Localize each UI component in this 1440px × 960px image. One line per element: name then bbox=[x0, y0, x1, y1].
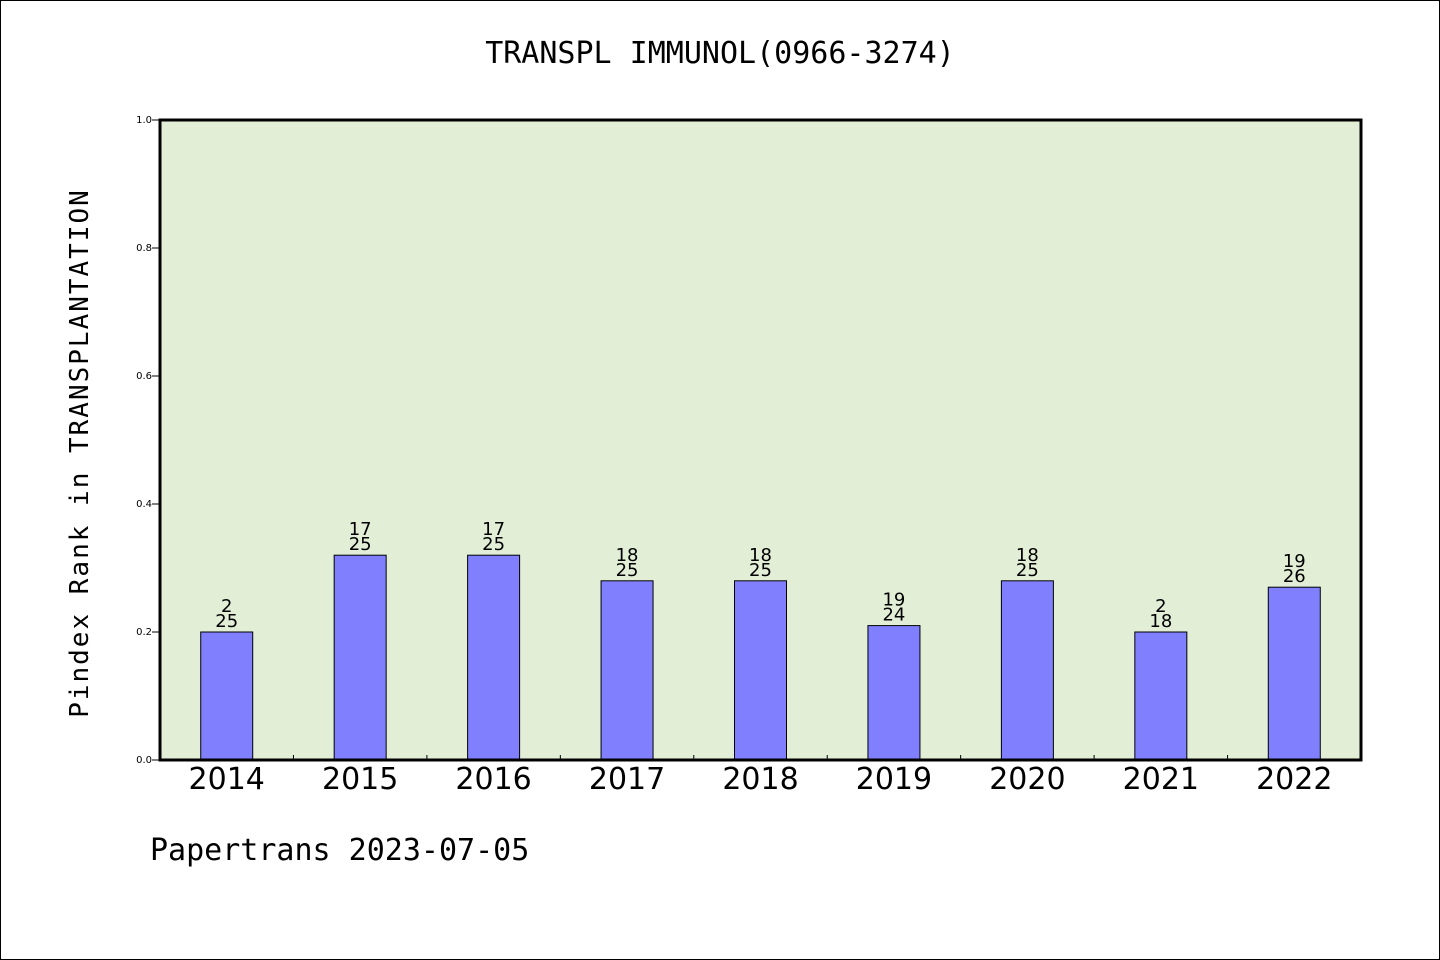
bar-label-top-2018: 18 bbox=[749, 545, 772, 566]
x-tick-label-2018: 2018 bbox=[722, 762, 798, 797]
bar-2022 bbox=[1267, 586, 1321, 761]
bar-label-top-2022: 19 bbox=[1283, 551, 1306, 572]
bar-label-bottom-2015: 25 bbox=[349, 534, 372, 555]
x-tick-label-2016: 2016 bbox=[455, 762, 531, 797]
y-tick-label-0.6: 0.6 bbox=[136, 371, 152, 382]
y-tick-label-0.4: 0.4 bbox=[136, 499, 152, 510]
bar-2016 bbox=[467, 554, 521, 761]
bar-label-bottom-2021: 18 bbox=[1149, 611, 1172, 632]
x-tick-label-2019: 2019 bbox=[856, 762, 932, 797]
y-tick-label-0.0: 0.0 bbox=[136, 755, 152, 766]
bar-2019 bbox=[867, 625, 921, 761]
x-tick-label-2022: 2022 bbox=[1256, 762, 1332, 797]
bar-label-bottom-2018: 25 bbox=[749, 560, 772, 581]
bar-2015 bbox=[333, 554, 387, 761]
bar-label-top-2021: 2 bbox=[1155, 596, 1166, 617]
bar-label-bottom-2014: 25 bbox=[215, 611, 238, 632]
chart-title: TRANSPL IMMUNOL(0966-3274) bbox=[485, 36, 955, 71]
bar-label-top-2017: 18 bbox=[616, 545, 639, 566]
plot-border bbox=[158, 118, 1363, 762]
y-tick-label-0.8: 0.8 bbox=[136, 243, 152, 254]
y-tick-label-1.0: 1.0 bbox=[136, 115, 152, 126]
x-tick-label-2021: 2021 bbox=[1123, 762, 1199, 797]
y-tick-label-0.2: 0.2 bbox=[136, 627, 152, 638]
bar-label-bottom-2016: 25 bbox=[482, 534, 505, 555]
footer-credit: Papertrans 2023-07-05 bbox=[150, 833, 530, 868]
bar-label-top-2020: 18 bbox=[1016, 545, 1039, 566]
bar-2018 bbox=[734, 580, 787, 761]
bar-label-bottom-2017: 25 bbox=[616, 560, 639, 581]
bar-label-top-2016: 17 bbox=[482, 519, 505, 540]
bar-2020 bbox=[1000, 580, 1054, 761]
x-tick-label-2020: 2020 bbox=[989, 762, 1065, 797]
bar-label-bottom-2022: 26 bbox=[1283, 566, 1306, 587]
bar-2017 bbox=[600, 580, 654, 761]
x-tick-label-2014: 2014 bbox=[189, 762, 265, 797]
x-tick-label-2015: 2015 bbox=[322, 762, 398, 797]
bar-label-top-2019: 19 bbox=[882, 590, 905, 611]
bar-label-top-2015: 17 bbox=[349, 519, 372, 540]
x-tick-label-2017: 2017 bbox=[589, 762, 665, 797]
bar-label-bottom-2020: 25 bbox=[1016, 560, 1039, 581]
bar-2021 bbox=[1134, 631, 1188, 761]
bar-label-top-2014: 2 bbox=[221, 596, 232, 617]
bar-2014 bbox=[200, 631, 254, 761]
bar-label-bottom-2019: 24 bbox=[882, 605, 905, 626]
